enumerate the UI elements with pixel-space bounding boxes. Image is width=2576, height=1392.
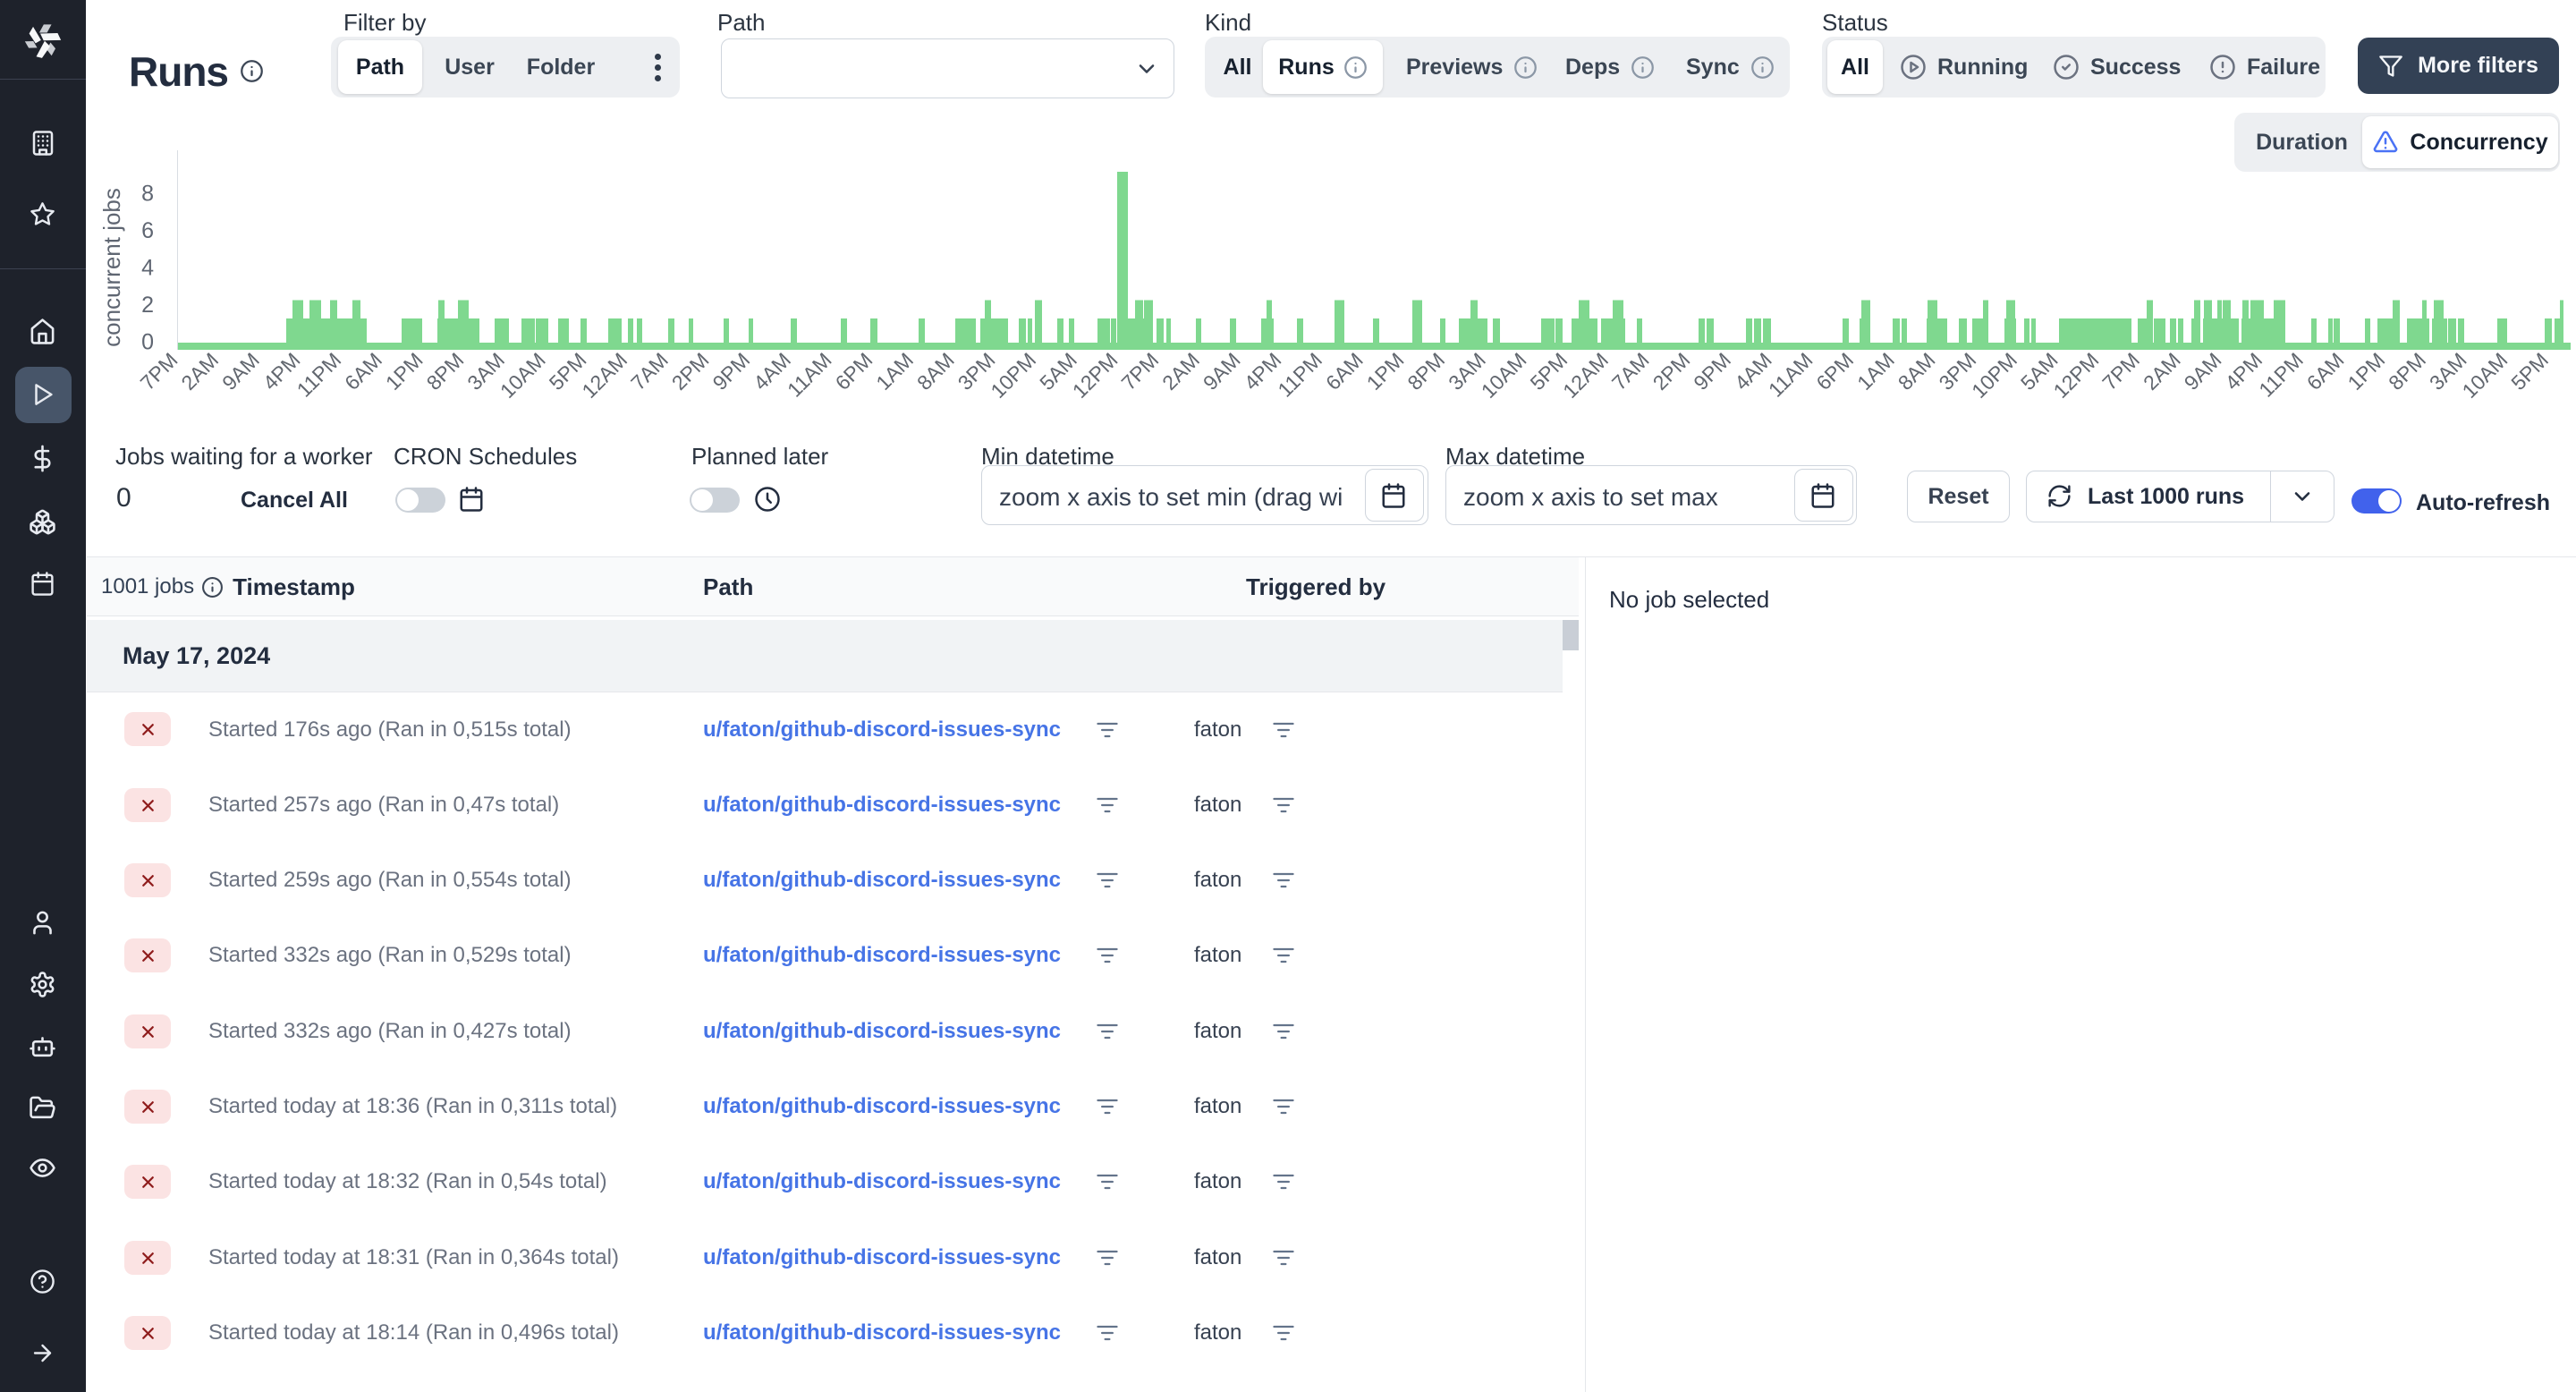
svg-text:10PM: 10PM [1967,348,2021,403]
svg-text:1AM: 1AM [871,348,918,395]
svg-text:9AM: 9AM [1199,348,1245,395]
svg-text:8PM: 8PM [2384,348,2430,395]
svg-text:8PM: 8PM [422,348,469,395]
svg-text:6PM: 6PM [1811,348,1858,395]
svg-text:8PM: 8PM [1402,348,1449,395]
svg-text:6: 6 [141,218,154,243]
svg-text:7AM: 7AM [626,348,673,395]
svg-text:12PM: 12PM [2049,348,2104,403]
svg-text:1PM: 1PM [2343,348,2390,395]
svg-text:9AM: 9AM [2180,348,2226,395]
svg-text:10AM: 10AM [1477,348,1531,403]
svg-text:11PM: 11PM [1273,348,1326,402]
svg-text:7PM: 7PM [1117,348,1164,395]
svg-text:8AM: 8AM [912,348,959,395]
svg-text:10AM: 10AM [2458,348,2512,403]
svg-text:5PM: 5PM [2506,348,2553,395]
svg-text:7PM: 7PM [2097,348,2144,395]
svg-text:2: 2 [141,293,154,318]
svg-text:2PM: 2PM [667,348,714,395]
svg-text:9PM: 9PM [1689,348,1735,395]
svg-text:11AM: 11AM [1764,348,1818,402]
svg-text:11PM: 11PM [292,348,346,402]
svg-text:8AM: 8AM [1894,348,1940,395]
svg-text:11PM: 11PM [2254,348,2308,402]
svg-text:6AM: 6AM [1321,348,1368,395]
svg-text:7PM: 7PM [136,348,182,395]
svg-text:2PM: 2PM [1648,348,1695,395]
svg-text:0: 0 [141,330,154,355]
svg-text:2AM: 2AM [2139,348,2185,395]
svg-text:7AM: 7AM [1607,348,1654,395]
svg-text:10PM: 10PM [986,348,1040,403]
svg-text:1PM: 1PM [1362,348,1409,395]
svg-text:2AM: 2AM [176,348,223,395]
svg-text:12PM: 12PM [1068,348,1123,403]
svg-text:12AM: 12AM [1558,348,1613,403]
svg-text:1AM: 1AM [1852,348,1899,395]
svg-text:2AM: 2AM [1157,348,1204,395]
svg-text:12AM: 12AM [577,348,631,403]
svg-text:4: 4 [141,256,154,281]
svg-text:9AM: 9AM [217,348,264,395]
svg-text:6AM: 6AM [340,348,386,395]
svg-text:6AM: 6AM [2302,348,2349,395]
svg-text:6PM: 6PM [831,348,877,395]
svg-text:1PM: 1PM [381,348,428,395]
svg-text:10AM: 10AM [496,348,550,403]
svg-text:9PM: 9PM [708,348,755,395]
svg-text:8: 8 [141,182,154,207]
svg-text:11AM: 11AM [783,348,836,402]
svg-text:concurrent jobs: concurrent jobs [98,188,125,347]
